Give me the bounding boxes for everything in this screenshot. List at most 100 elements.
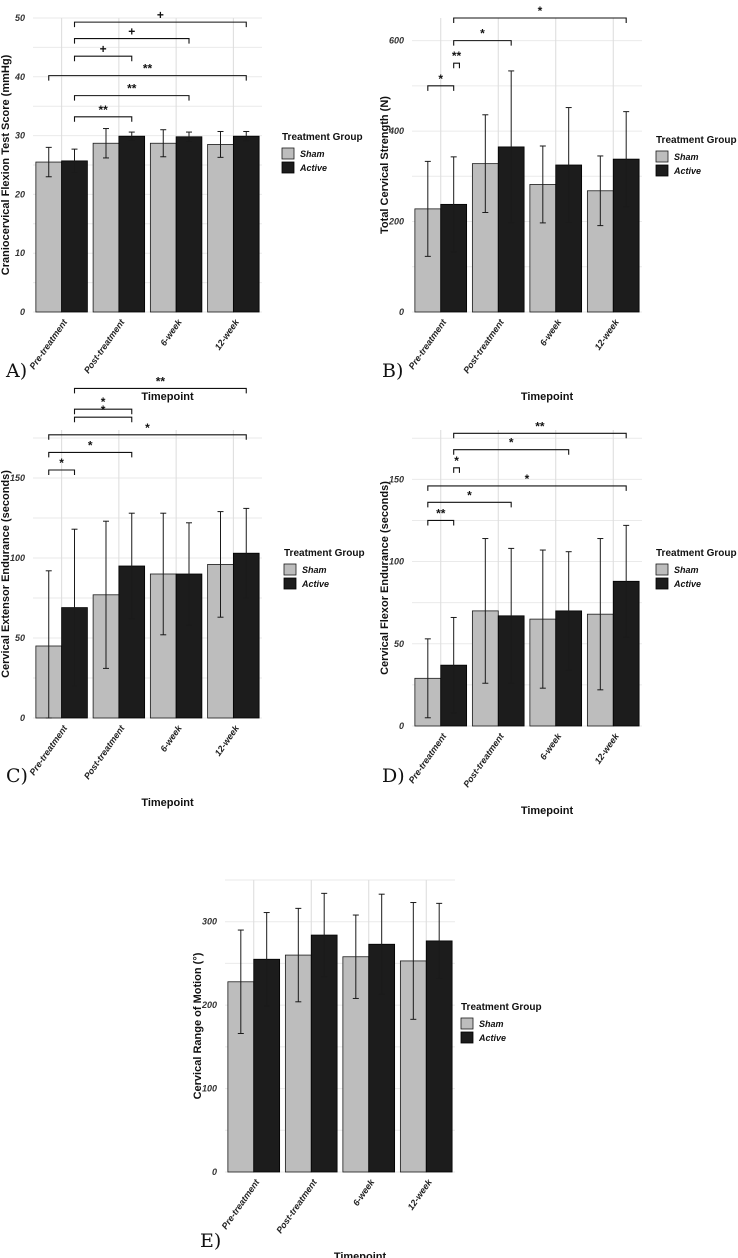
significance-bracket: [48, 75, 247, 81]
legend-label: Sham: [479, 1019, 504, 1029]
y-tick-label: 150: [389, 474, 404, 484]
x-tick-label: Post-treatment: [82, 723, 127, 782]
significance-label: *: [88, 438, 93, 452]
legend-title: Treatment Group: [656, 548, 737, 559]
y-tick-label: 40: [14, 72, 25, 82]
legend-label: Active: [299, 163, 327, 173]
y-tick-label: 150: [10, 473, 25, 483]
significance-label: **: [127, 82, 137, 96]
legend: Treatment Group Sham Active: [460, 1002, 542, 1044]
legend-label: Active: [673, 166, 701, 176]
x-tick-label: Pre-treatment: [27, 317, 69, 371]
bar: [175, 136, 203, 313]
bar: [529, 184, 557, 313]
x-tick-label: 12-week: [406, 1177, 435, 1212]
x-tick-label: 12-week: [213, 317, 242, 352]
panel-d: D) 0 50 100 150 Cervical Flexor Endurance (se…: [370, 410, 738, 830]
y-tick-label: 50: [15, 13, 25, 23]
x-axis-label: Timepoint: [521, 805, 574, 817]
significance-label: **: [156, 374, 166, 388]
x-tick-label: Post-treatment: [274, 1177, 319, 1236]
significance-bracket: [73, 95, 190, 101]
legend-title: Treatment Group: [461, 1002, 542, 1013]
x-tick-label: 6-week: [538, 731, 564, 762]
legend: Treatment Group Sham Active: [655, 135, 737, 177]
y-axis-label: Total Cervical Strength (N): [379, 96, 391, 234]
significance-label: *: [538, 4, 543, 18]
significance-bracket: [453, 40, 512, 46]
series-active: [61, 130, 260, 313]
x-axis-label: Timepoint: [141, 797, 194, 809]
legend-title: Treatment Group: [284, 548, 365, 559]
significance-bracket: [73, 38, 190, 44]
series-sham: [35, 511, 234, 719]
legend: Treatment Group Sham Active: [283, 548, 365, 590]
y-tick-label: 0: [399, 307, 404, 317]
legend-label: Active: [301, 579, 329, 589]
series-active: [61, 507, 260, 719]
y-tick-label: 600: [389, 36, 404, 46]
panel-label: E): [200, 1230, 222, 1252]
y-tick-label: 0: [399, 721, 404, 731]
significance-label: *: [101, 395, 106, 409]
significance-bracket: [73, 21, 247, 28]
significance-label: *: [454, 454, 459, 468]
y-tick-label: 400: [388, 126, 404, 136]
series-active: [440, 524, 640, 727]
x-tick-label: Pre-treatment: [220, 1177, 262, 1231]
significance-bracket: [73, 116, 133, 122]
legend-swatch: [281, 147, 295, 160]
y-tick-label: 200: [388, 217, 404, 227]
legend-swatch: [460, 1017, 474, 1030]
panel-label: C): [6, 765, 28, 787]
panel-a: A) 0 10 20 30 40 50 Craniocervical Flexion Test…: [0, 0, 363, 410]
x-tick-label: Pre-treatment: [407, 317, 449, 371]
x-tick-label: 6-week: [351, 1177, 377, 1208]
significance-label: **: [436, 506, 446, 520]
significance-label: **: [143, 62, 153, 76]
panel-e: E) 0 100 200 300 Cervical Range of Motion (°)…: [180, 860, 580, 1258]
legend-swatch: [655, 150, 669, 163]
series-sham: [414, 538, 614, 727]
legend-swatch: [283, 577, 297, 590]
significance-bracket: [427, 85, 455, 91]
y-tick-label: 20: [14, 189, 25, 199]
y-tick-label: 100: [202, 1084, 217, 1094]
significance-label: *: [59, 456, 64, 470]
significance-brackets: ** ** ** + + +: [48, 8, 247, 122]
legend-label: Sham: [674, 152, 699, 162]
x-tick-label: 6-week: [158, 317, 184, 348]
panel-label: A): [6, 360, 28, 382]
significance-bracket: [427, 501, 512, 508]
bar: [92, 142, 120, 313]
significance-label: *: [509, 436, 514, 450]
legend-label: Sham: [674, 565, 699, 575]
significance-bracket: [453, 467, 460, 473]
y-tick-label: 100: [389, 557, 404, 567]
x-tick-label: 12-week: [213, 723, 242, 758]
y-tick-label: 0: [20, 307, 25, 317]
significance-label: *: [480, 27, 485, 41]
legend: Treatment Group Sham Active: [281, 132, 363, 174]
x-axis-label: Timepoint: [521, 391, 574, 403]
x-tick-label: Post-treatment: [461, 317, 506, 376]
significance-label: **: [98, 103, 108, 117]
significance-label: +: [128, 25, 135, 39]
y-tick-label: 10: [15, 248, 25, 258]
significance-brackets: ********: [427, 419, 627, 526]
significance-bracket: [453, 432, 627, 439]
significance-label: *: [145, 421, 150, 435]
x-tick-label: Pre-treatment: [407, 731, 449, 785]
legend-swatch: [655, 563, 669, 576]
y-tick-label: 200: [201, 1000, 217, 1010]
y-tick-label: 100: [10, 553, 25, 563]
series-active: [440, 70, 640, 313]
significance-bracket: [73, 55, 133, 62]
legend-title: Treatment Group: [656, 135, 737, 146]
significance-bracket: [453, 17, 627, 23]
significance-bracket: [427, 485, 627, 491]
